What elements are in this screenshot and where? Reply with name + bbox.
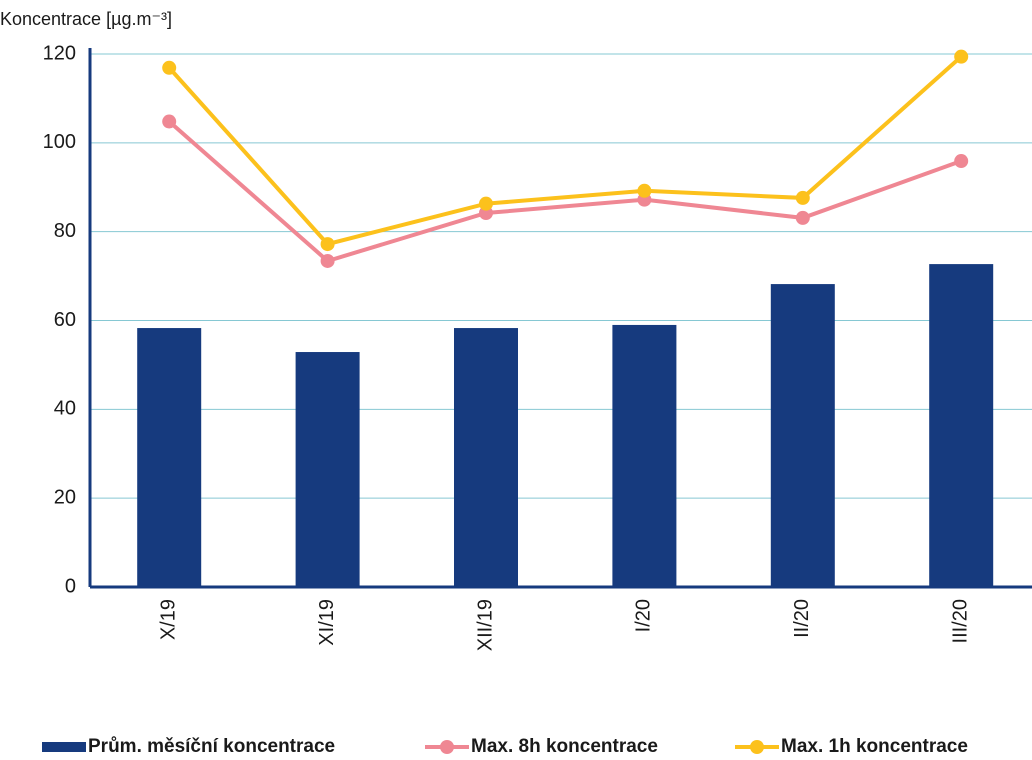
point (479, 196, 493, 211)
point (637, 183, 652, 198)
y-tick-label: 40 (54, 398, 76, 420)
x-tick-label: XII/19 (474, 599, 496, 651)
legend-swatch (42, 742, 86, 752)
y-tick-label: 0 (65, 575, 76, 597)
point (162, 60, 177, 75)
legend-swatch (750, 740, 764, 754)
bar (770, 284, 835, 587)
y-axis-label: Koncentrace [µg.m⁻³] (0, 9, 172, 29)
x-tick-label: III/20 (949, 599, 971, 643)
point (162, 114, 177, 129)
y-tick-label: 120 (43, 42, 76, 64)
bar (137, 328, 202, 587)
y-tick-label: 100 (43, 131, 76, 153)
bar (612, 324, 677, 587)
point (320, 237, 335, 252)
bar (929, 264, 994, 587)
bar (454, 328, 518, 587)
x-tick-label: X/19 (157, 599, 179, 640)
x-tick-label: XI/19 (316, 599, 338, 646)
line (167, 120, 962, 264)
point (795, 190, 810, 205)
point (954, 154, 969, 169)
legend-label: Prům. měsíční koncentrace (88, 736, 335, 757)
bar (295, 352, 360, 587)
legend-swatch (440, 740, 454, 754)
point (320, 253, 335, 268)
x-tick-label: II/20 (791, 599, 813, 638)
point (954, 49, 969, 64)
legend-label: Max. 1h koncentrace (781, 736, 968, 757)
x-tick-label: I/20 (633, 599, 655, 632)
line (167, 55, 963, 247)
y-tick-label: 20 (54, 486, 76, 508)
point (795, 210, 810, 225)
legend-label: Max. 8h koncentrace (471, 736, 658, 757)
y-tick-label: 80 (54, 220, 76, 242)
y-tick-label: 60 (54, 309, 76, 331)
